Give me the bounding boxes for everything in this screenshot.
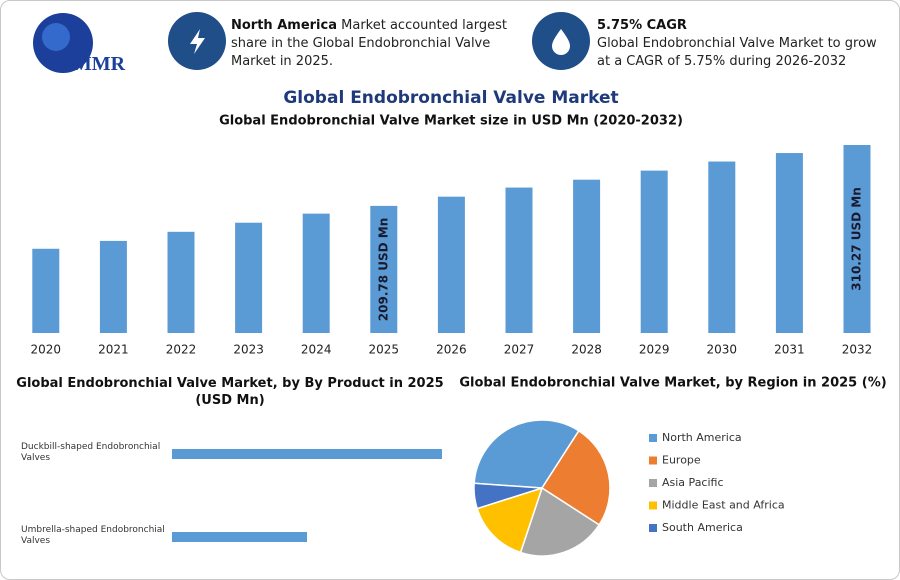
bar [172, 532, 307, 542]
chart-subtitle: Global Endobronchial Valve Market size i… [219, 114, 683, 129]
bar [167, 231, 195, 333]
icon-bolt [190, 29, 205, 54]
info-bold: 5.75% CAGR [597, 18, 687, 33]
legend-swatch [649, 434, 657, 442]
pie-slice [540, 429, 611, 526]
bar [843, 145, 871, 333]
legend-swatch [649, 479, 657, 487]
info-bold: North America [231, 18, 337, 33]
logo-text: MMR [73, 53, 126, 75]
bar [640, 170, 668, 333]
x-tick-label: 2024 [301, 343, 332, 357]
bar [573, 179, 601, 333]
category-label: Umbrella-shaped Endobronchial Valves [21, 525, 165, 546]
category-label: Duckbill-shaped Endobronchial Valves [21, 442, 161, 463]
icon-drop [552, 29, 570, 55]
info-text: 5.75% CAGR Global Endobronchial Valve Mar… [597, 17, 887, 71]
x-tick-label: 2029 [639, 343, 670, 357]
value-label: 209.78 USD Mn [376, 218, 390, 322]
legend-label: Asia Pacific [662, 476, 724, 489]
x-tick-label: 2022 [166, 343, 197, 357]
bar [302, 213, 330, 333]
bar [32, 248, 60, 333]
x-tick-label: 2025 [369, 343, 400, 357]
x-tick-label: 2021 [98, 343, 129, 357]
bar [99, 240, 127, 333]
chart-title: Global Endobronchial Valve Market [283, 88, 618, 108]
bar [708, 161, 736, 333]
x-tick-label: 2030 [707, 343, 738, 357]
info-text: North America Market accounted largest s… [231, 17, 511, 71]
bar [370, 205, 398, 333]
x-tick-label: 2026 [436, 343, 467, 357]
x-tick-label: 2028 [571, 343, 602, 357]
value-label: 310.27 USD Mn [850, 187, 864, 291]
x-tick-label: 2027 [504, 343, 535, 357]
bar [505, 187, 533, 333]
bar [235, 222, 263, 333]
legend-label: Middle East and Africa [662, 499, 785, 512]
pie-slice [473, 482, 543, 510]
legend-label: Europe [662, 454, 701, 467]
legend-swatch [649, 501, 657, 510]
pie-slice [519, 486, 601, 557]
chart-title: Global Endobronchial Valve Market, by By… [16, 376, 444, 408]
bar [775, 153, 803, 333]
chart-title: Global Endobronchial Valve Market, by Re… [459, 376, 886, 391]
legend-swatch [649, 456, 657, 465]
info-body: Market accounted largest share in the Gl… [231, 18, 507, 69]
x-tick-label: 2032 [842, 343, 873, 357]
x-tick-label: 2031 [774, 343, 805, 357]
x-tick-label: 2023 [233, 343, 264, 357]
logo-land [42, 23, 70, 51]
legend-swatch [649, 524, 657, 532]
legend-label: North America [662, 431, 742, 444]
x-tick-label: 2020 [31, 343, 62, 357]
info-body: Global Endobronchial Valve Market to gro… [597, 36, 877, 69]
bar [437, 196, 465, 333]
bar [172, 449, 442, 459]
legend-label: South America [662, 521, 743, 534]
